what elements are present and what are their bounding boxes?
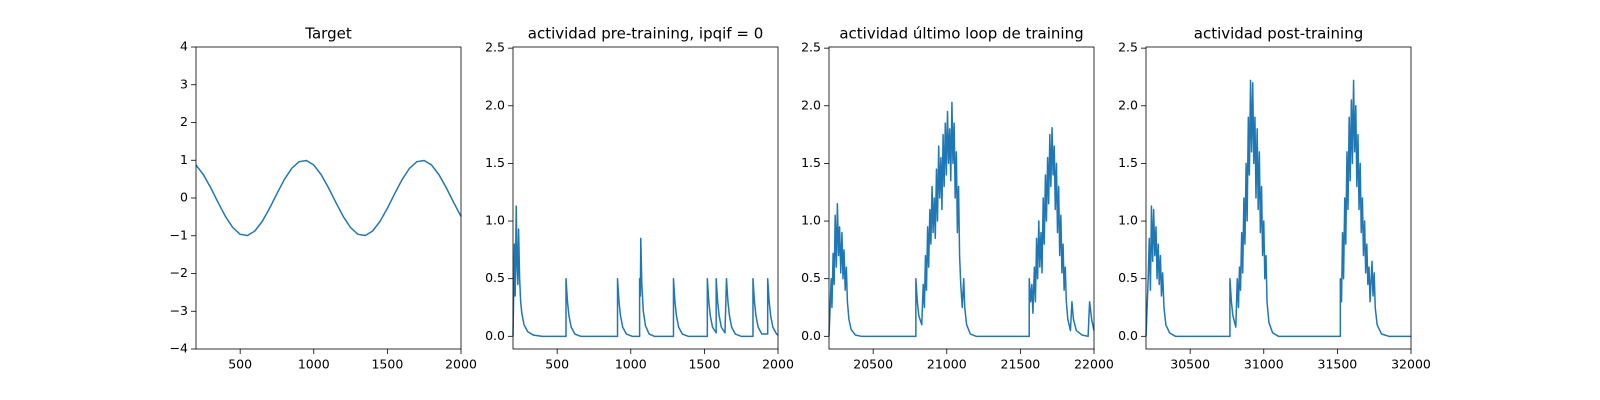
x-tick-label: 500 bbox=[228, 357, 252, 372]
y-tick-label: 0.0 bbox=[485, 328, 505, 343]
axes-frame bbox=[828, 46, 1095, 350]
x-tick-label: 1500 bbox=[688, 357, 720, 372]
chart-title: actividad pre-training, ipqif = 0 bbox=[528, 25, 764, 43]
data-line bbox=[195, 159, 462, 237]
x-tick-label: 31000 bbox=[1244, 357, 1284, 372]
y-tick-label: 1 bbox=[180, 152, 188, 167]
y-tick-label: 1.0 bbox=[485, 213, 505, 228]
x-tick-label: 2000 bbox=[762, 357, 794, 372]
y-tick-label: 2.5 bbox=[1118, 40, 1138, 55]
chart-title: actividad post-training bbox=[1194, 25, 1363, 43]
y-tick-label: 1.5 bbox=[1118, 155, 1138, 170]
subplot: actividad post-training 0.0 0.5 1.0 1.5 2.0 2.… bbox=[1118, 25, 1431, 372]
y-tick-label: 2.0 bbox=[485, 97, 505, 112]
y-tick-label: 4 bbox=[180, 39, 188, 54]
x-tick-label: 1000 bbox=[615, 357, 647, 372]
y-tick-label: 0.0 bbox=[801, 328, 821, 343]
x-tick-label: 1000 bbox=[298, 357, 330, 372]
y-tick-label: 2.0 bbox=[1118, 97, 1138, 112]
y-tick-label: −4 bbox=[170, 341, 188, 356]
y-tick-label: −2 bbox=[170, 265, 188, 280]
y-tick-label: 0 bbox=[180, 190, 188, 205]
y-tick-label: 1.0 bbox=[801, 213, 821, 228]
x-tick-label: 31500 bbox=[1318, 357, 1358, 372]
y-tick-label: 1.0 bbox=[1118, 213, 1138, 228]
y-tick-label: −3 bbox=[170, 303, 188, 318]
x-tick-label: 20500 bbox=[853, 357, 893, 372]
y-tick-label: 3 bbox=[180, 76, 188, 91]
subplot: actividad último loop de training 0.0 0.5 1… bbox=[801, 25, 1114, 372]
y-tick-label: 2.5 bbox=[485, 40, 505, 55]
y-tick-label: 0.5 bbox=[1118, 270, 1138, 285]
axes-frame bbox=[512, 46, 779, 350]
axes-frame bbox=[195, 46, 462, 350]
axes-frame bbox=[1145, 46, 1412, 350]
y-tick-label: 2 bbox=[180, 114, 188, 129]
x-tick-label: 1500 bbox=[371, 357, 403, 372]
x-tick-label: 21500 bbox=[1001, 357, 1041, 372]
data-line bbox=[828, 101, 1095, 338]
subplot: Target −4 −3 −2 −1 0 1 2 3 4 500 1000 1500 2000 bbox=[170, 25, 477, 372]
x-tick-label: 30500 bbox=[1170, 357, 1210, 372]
y-tick-label: 1.5 bbox=[485, 155, 505, 170]
chart-title: actividad último loop de training bbox=[839, 25, 1083, 43]
subplot: actividad pre-training, ipqif = 0 0.0 0.5 1… bbox=[485, 25, 794, 372]
x-tick-label: 500 bbox=[545, 357, 569, 372]
x-tick-label: 21000 bbox=[927, 357, 967, 372]
y-tick-label: 1.5 bbox=[801, 155, 821, 170]
data-line bbox=[1145, 79, 1411, 338]
chart-title: Target bbox=[304, 25, 352, 43]
y-tick-label: 0.0 bbox=[1118, 328, 1138, 343]
data-line bbox=[512, 205, 779, 338]
y-tick-label: 2.5 bbox=[801, 40, 821, 55]
x-tick-label: 32000 bbox=[1391, 357, 1431, 372]
x-tick-label: 2000 bbox=[445, 357, 477, 372]
y-tick-label: −1 bbox=[170, 227, 188, 242]
y-tick-label: 2.0 bbox=[801, 97, 821, 112]
x-tick-label: 22000 bbox=[1074, 357, 1114, 372]
y-tick-label: 0.5 bbox=[485, 270, 505, 285]
y-tick-label: 0.5 bbox=[801, 270, 821, 285]
